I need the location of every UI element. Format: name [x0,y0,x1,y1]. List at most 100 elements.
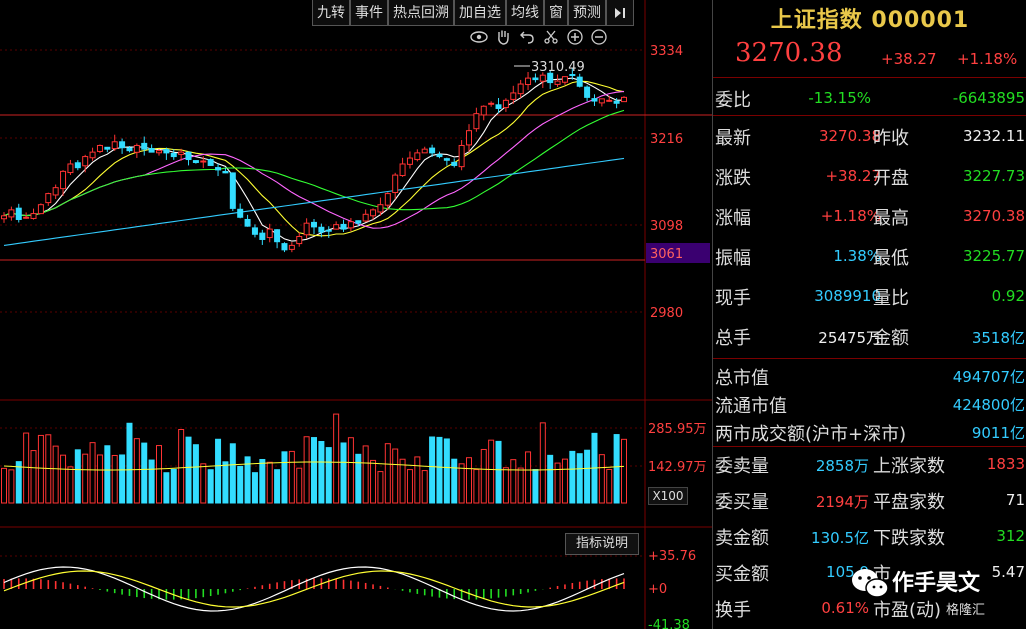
candle-body [576,76,583,87]
volume-bar [495,440,502,504]
quote-row-value: 0.92 [991,287,1025,305]
volume-bar [458,463,465,504]
candle-body [318,226,325,233]
indicator-label-top: +35.76 [648,549,696,564]
candle-body [215,167,222,171]
volume-ma-line [3,461,625,471]
candle-body [303,222,310,236]
volume-bar [502,467,509,504]
candle-body [207,159,214,166]
indicator-help-button[interactable]: 指标说明 [565,533,639,555]
candles [1,68,627,253]
volume-bar [539,422,546,504]
volume-bar [347,437,354,504]
volume-bar [532,469,539,504]
quote-row-value: 3089910 [814,287,881,305]
quote-row-label: 振幅 [715,248,751,269]
chart-area[interactable]: 3310.49 3334 3216 3098 3061 2980 285.95万… [0,0,712,629]
order-row-label: 买金额 [715,564,769,585]
scissors-icon[interactable] [542,28,560,46]
candle-body [406,157,413,165]
candle-body [185,151,192,161]
volume-bar [111,454,118,504]
volume-bar [251,472,258,504]
candle-body [133,144,140,153]
undo-icon[interactable] [518,28,536,46]
price-label-2980: 2980 [650,306,683,321]
volume-bar [443,438,450,504]
order-row-label: 平盘家数 [873,492,945,513]
volume-bar [362,445,369,504]
window-button[interactable]: 窗 [544,0,568,26]
hand-icon[interactable] [494,28,512,46]
quote-row-value: +38.27 [825,167,881,185]
candle-body [178,151,185,155]
volume-bar [406,469,413,504]
volume-bar [266,461,273,504]
order-row-value: 2858万 [815,457,869,475]
quote-row-value: 3227.73 [962,167,1025,185]
volume-bar [141,442,148,504]
volume-bar [598,454,605,504]
market-row-value: 9011亿 [971,424,1025,442]
zoom-in-icon[interactable] [566,28,584,46]
candle-body [96,144,103,152]
ma60-line [3,157,625,246]
volume-bar [466,457,472,504]
candle-body [355,220,362,224]
candle-body [347,221,354,229]
ma5-line [3,77,624,242]
candle-body [621,96,627,103]
candle-body [30,213,37,219]
order-row-value: 71 [1005,491,1025,509]
candle-body [613,100,620,104]
volume-bar [192,444,199,504]
candle-body [1,215,7,220]
quote-row-label: 最高 [873,208,909,229]
add-watchlist-button[interactable]: 加自选 [454,0,506,26]
market-row-value: 494707亿 [952,368,1025,386]
volume-bar [333,413,340,504]
nine-turn-button[interactable]: 九转 [312,0,350,26]
kline-chart[interactable]: 3310.49 3334 3216 3098 3061 2980 285.95万… [0,0,712,629]
candle-body [525,77,532,86]
volume-bar [554,462,561,504]
watermark-sub: 格隆汇 [946,603,986,618]
volume-bar [488,439,495,504]
order-row-label: 上涨家数 [873,456,945,477]
forecast-button[interactable]: 预测 [568,0,606,26]
quote-row-label: 量比 [873,288,909,309]
order-row-label: 换手 [715,600,751,621]
zoom-out-icon[interactable] [590,28,608,46]
candle-body [141,142,148,150]
candle-body [126,147,133,152]
volume-bar [303,436,310,504]
ma-button[interactable]: 均线 [506,0,544,26]
volume-bar [215,438,222,504]
weibi-pct: -13.15% [808,89,871,107]
candle-body [82,156,89,167]
volume-bar [274,469,281,504]
candle-body [23,216,30,219]
quote-row-value: +1.18% [820,207,881,225]
candle-body [466,130,472,146]
hot-review-button[interactable]: 热点回溯 [388,0,454,26]
candle-body [244,218,251,227]
volume-bar [318,441,325,504]
eye-icon[interactable] [470,28,488,46]
quote-row-label: 总手 [715,328,751,349]
candle-body [148,148,155,153]
volume-bar [510,459,517,504]
volume-multiplier[interactable]: X100 [648,487,688,505]
candle-body [119,141,126,149]
volume-bar [355,453,362,504]
collapse-panel-button[interactable] [606,0,634,26]
volume-bars [1,413,627,504]
candle-body [156,150,162,154]
candle-body [384,193,391,206]
volume-bar [606,468,613,504]
market-row-value: 424800亿 [952,396,1025,414]
volume-label-high: 285.95万 [648,422,707,437]
events-button[interactable]: 事件 [350,0,388,26]
candle-body [325,229,332,232]
